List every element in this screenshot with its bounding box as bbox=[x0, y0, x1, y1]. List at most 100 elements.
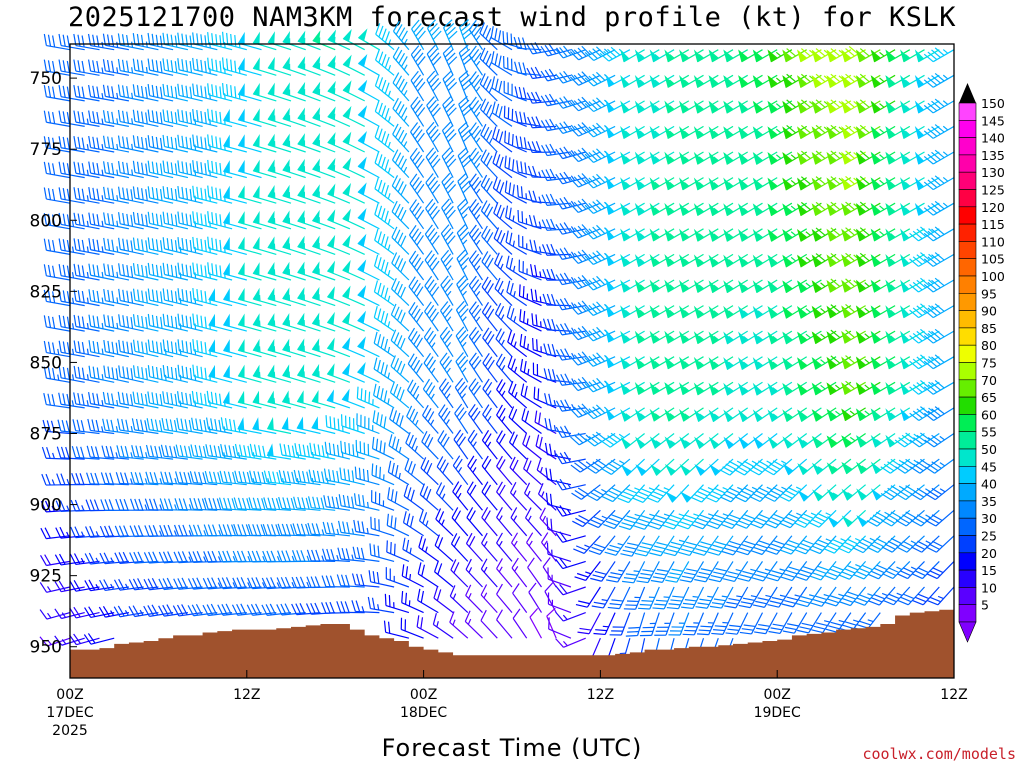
wind-barb bbox=[454, 377, 469, 409]
wind-barb bbox=[709, 458, 734, 476]
wind-barb bbox=[261, 603, 292, 616]
wind-barb bbox=[43, 136, 71, 153]
wind-barb bbox=[369, 543, 395, 562]
wind-barb bbox=[263, 497, 292, 511]
wind-barb bbox=[457, 172, 472, 204]
wind-barb bbox=[311, 286, 336, 307]
wind-barb bbox=[605, 380, 631, 394]
wind-barb bbox=[781, 586, 808, 608]
wind-barb bbox=[826, 176, 852, 191]
wind-barb bbox=[340, 440, 365, 460]
wind-barb bbox=[841, 278, 866, 293]
credit-link[interactable]: coolwx.com/models bbox=[862, 745, 1016, 763]
wind-barb bbox=[434, 534, 454, 562]
wind-barb bbox=[84, 552, 115, 565]
wind-barb bbox=[420, 457, 439, 486]
wind-barb bbox=[311, 338, 336, 358]
wind-barb bbox=[607, 586, 631, 610]
wind-barb bbox=[693, 177, 719, 191]
wind-barb bbox=[752, 433, 778, 449]
wind-barb bbox=[809, 561, 837, 581]
wind-barb bbox=[218, 497, 247, 511]
wind-barb bbox=[370, 516, 395, 537]
wind-barb bbox=[297, 210, 321, 230]
wind-barb bbox=[145, 444, 174, 460]
wind-barb bbox=[223, 236, 247, 255]
wind-barb bbox=[508, 380, 528, 409]
wind-barb bbox=[490, 51, 513, 76]
wind-barb bbox=[738, 74, 763, 88]
wind-barb bbox=[175, 444, 203, 460]
wind-barb bbox=[147, 365, 174, 383]
wind-barb bbox=[292, 523, 321, 537]
wind-barb bbox=[468, 275, 484, 306]
wind-barb bbox=[88, 340, 115, 358]
wind-barb bbox=[162, 313, 189, 332]
wind-barb bbox=[494, 252, 513, 281]
wind-barb bbox=[441, 172, 457, 204]
wind-barb bbox=[496, 532, 513, 562]
wind-barb bbox=[207, 108, 233, 127]
wind-barb bbox=[664, 433, 690, 449]
wind-barb bbox=[811, 433, 837, 449]
wind-barb bbox=[252, 134, 277, 153]
wind-barb bbox=[767, 433, 793, 449]
wind-barb bbox=[525, 507, 542, 537]
wind-barb bbox=[99, 525, 129, 538]
wind-barb bbox=[408, 250, 425, 281]
wind-barb bbox=[73, 59, 100, 76]
wind-barb bbox=[811, 150, 837, 165]
wind-barb bbox=[71, 446, 100, 460]
wind-barb bbox=[266, 416, 292, 435]
wind-barb bbox=[638, 586, 660, 610]
wind-barb bbox=[503, 105, 527, 127]
wind-barb bbox=[493, 227, 513, 255]
wind-barb bbox=[855, 124, 881, 140]
wind-barb bbox=[327, 55, 351, 76]
wind-barb bbox=[451, 507, 469, 537]
wind-barb bbox=[719, 484, 749, 503]
wind-barb bbox=[664, 279, 690, 293]
wind-barb bbox=[323, 468, 351, 486]
wind-barb bbox=[925, 509, 955, 527]
wind-barb bbox=[900, 74, 925, 88]
wind-barb bbox=[544, 442, 572, 460]
wind-barb bbox=[237, 236, 262, 255]
wind-barb bbox=[338, 494, 365, 511]
wind-barb bbox=[103, 263, 130, 281]
wind-barb bbox=[494, 277, 513, 307]
wind-barb bbox=[782, 202, 808, 217]
wind-barb bbox=[223, 339, 247, 358]
wind-barb bbox=[41, 446, 71, 460]
wind-barb bbox=[341, 388, 365, 409]
wind-barb bbox=[43, 340, 71, 358]
wind-barb bbox=[909, 406, 940, 421]
wind-barb bbox=[425, 121, 441, 153]
wind-barb bbox=[177, 32, 203, 51]
wind-barb bbox=[481, 302, 498, 332]
wind-barb bbox=[192, 339, 218, 358]
wind-barb bbox=[620, 433, 645, 449]
wind-barb bbox=[118, 288, 144, 307]
wind-barb bbox=[306, 576, 336, 589]
wind-barb bbox=[885, 177, 911, 191]
wind-barb bbox=[357, 285, 380, 307]
wind-barb bbox=[118, 263, 144, 281]
wind-barb bbox=[452, 481, 469, 511]
wind-barb bbox=[855, 407, 881, 422]
wind-barb bbox=[882, 560, 911, 580]
wind-barb bbox=[162, 364, 189, 383]
wind-barb bbox=[86, 445, 115, 460]
wind-barb bbox=[401, 564, 424, 588]
wind-barb bbox=[555, 451, 586, 465]
wind-barb bbox=[926, 586, 955, 606]
wind-barb bbox=[605, 407, 631, 421]
wind-barb bbox=[708, 151, 734, 165]
wind-barb bbox=[202, 603, 233, 617]
wind-barb bbox=[826, 48, 852, 63]
wind-barb bbox=[132, 237, 159, 255]
wind-barb bbox=[796, 253, 822, 268]
wind-barb bbox=[605, 125, 631, 139]
wind-barb bbox=[855, 73, 881, 88]
